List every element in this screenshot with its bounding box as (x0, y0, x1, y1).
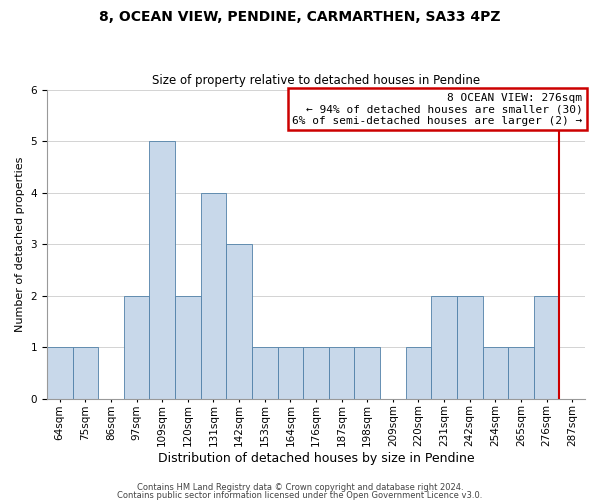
Text: 8 OCEAN VIEW: 276sqm
← 94% of detached houses are smaller (30)
6% of semi-detach: 8 OCEAN VIEW: 276sqm ← 94% of detached h… (292, 92, 583, 126)
Y-axis label: Number of detached properties: Number of detached properties (15, 156, 25, 332)
Bar (47, 347, 73, 399)
Bar (329, 347, 355, 399)
Bar (200, 192, 226, 399)
Bar (406, 347, 431, 399)
Text: Contains HM Land Registry data © Crown copyright and database right 2024.: Contains HM Land Registry data © Crown c… (137, 484, 463, 492)
Bar (252, 347, 278, 399)
Bar (303, 347, 329, 399)
Bar (431, 296, 457, 399)
Bar (175, 296, 200, 399)
Bar (508, 347, 534, 399)
Text: Contains public sector information licensed under the Open Government Licence v3: Contains public sector information licen… (118, 490, 482, 500)
Bar (278, 347, 303, 399)
X-axis label: Distribution of detached houses by size in Pendine: Distribution of detached houses by size … (158, 452, 474, 465)
Bar (226, 244, 252, 399)
Bar (149, 141, 175, 399)
Bar (482, 347, 508, 399)
Bar (73, 347, 98, 399)
Bar (534, 296, 559, 399)
Bar (457, 296, 482, 399)
Bar (124, 296, 149, 399)
Title: Size of property relative to detached houses in Pendine: Size of property relative to detached ho… (152, 74, 480, 87)
Bar (355, 347, 380, 399)
Text: 8, OCEAN VIEW, PENDINE, CARMARTHEN, SA33 4PZ: 8, OCEAN VIEW, PENDINE, CARMARTHEN, SA33… (99, 10, 501, 24)
